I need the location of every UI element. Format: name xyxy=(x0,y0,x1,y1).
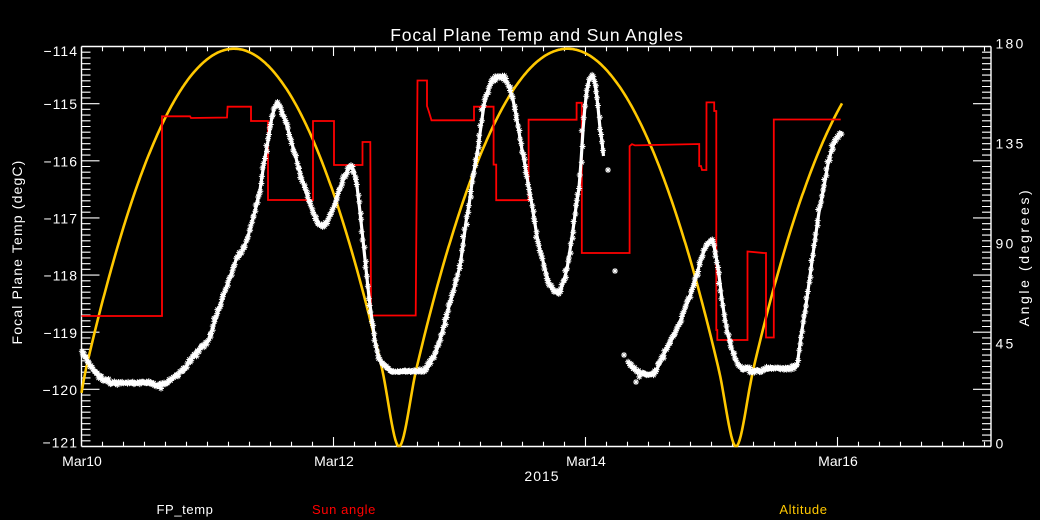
svg-text:Mar10: Mar10 xyxy=(62,453,102,469)
svg-text:Altitude: Altitude xyxy=(779,502,827,517)
svg-text:Sun angle: Sun angle xyxy=(312,502,376,517)
svg-text:2015: 2015 xyxy=(524,468,559,484)
svg-text:−116: −116 xyxy=(44,153,79,169)
svg-text:135: 135 xyxy=(996,136,1026,152)
svg-text:Mar14: Mar14 xyxy=(566,453,606,469)
svg-text:Mar12: Mar12 xyxy=(314,453,354,469)
svg-text:FP_temp: FP_temp xyxy=(157,502,214,517)
svg-text:Focal Plane Temp and Sun Angle: Focal Plane Temp and Sun Angles xyxy=(390,25,684,45)
svg-text:−117: −117 xyxy=(44,211,79,227)
svg-text:45: 45 xyxy=(996,336,1016,352)
svg-text:Angle (degrees): Angle (degrees) xyxy=(1016,188,1032,327)
svg-text:−115: −115 xyxy=(44,96,79,112)
svg-text:Mar16: Mar16 xyxy=(818,453,858,469)
svg-text:−118: −118 xyxy=(44,268,79,284)
svg-text:Focal Plane Temp (degC): Focal Plane Temp (degC) xyxy=(9,160,25,345)
svg-text:180: 180 xyxy=(996,36,1026,52)
svg-text:90: 90 xyxy=(996,236,1016,252)
svg-text:−114: −114 xyxy=(44,43,79,59)
svg-text:−121: −121 xyxy=(42,435,78,451)
svg-text:−120: −120 xyxy=(42,382,78,398)
svg-text:−119: −119 xyxy=(44,325,79,341)
svg-text:0: 0 xyxy=(996,436,1006,452)
